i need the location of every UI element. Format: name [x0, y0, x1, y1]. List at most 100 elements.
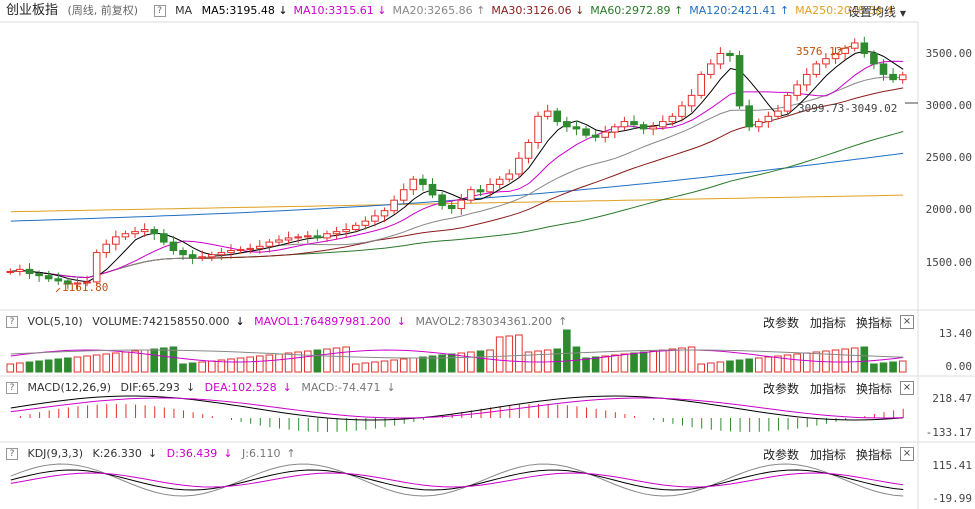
volume-bar [371, 361, 379, 373]
candle [35, 273, 43, 277]
volume-bar [428, 355, 437, 373]
volume-bar [217, 359, 226, 373]
candle [380, 210, 389, 217]
switch-indicator-button[interactable]: 换指标 [856, 382, 893, 396]
candle [428, 183, 437, 196]
candle [323, 233, 331, 239]
candle [889, 73, 897, 81]
candle [371, 215, 379, 222]
volume-bar [208, 360, 216, 373]
volume-bar [668, 348, 677, 373]
candle [188, 254, 197, 259]
volume-bar [169, 346, 178, 373]
volume-bar [543, 349, 552, 373]
volume-bar [898, 360, 907, 373]
add-indicator-button[interactable]: 加指标 [810, 316, 847, 330]
candle [812, 63, 821, 75]
help-icon[interactable]: ? [6, 382, 18, 394]
volume-bar [515, 334, 523, 373]
candle [649, 126, 658, 130]
candle [73, 282, 82, 285]
change-params-button[interactable]: 改参数 [763, 382, 800, 396]
volume-bar [131, 350, 139, 373]
candle [524, 142, 533, 159]
candle [706, 63, 715, 75]
y-tick: 3500.00 [925, 47, 972, 60]
period-subtitle: (周线, 前复权) [67, 4, 139, 17]
candle [131, 231, 139, 235]
low-arrow [55, 287, 61, 293]
candle [246, 247, 254, 250]
volume-bar [495, 336, 504, 373]
candle [399, 189, 408, 201]
candle [582, 128, 590, 136]
help-icon[interactable]: ? [6, 316, 18, 328]
settings-ma-button[interactable]: 设置均线 ▼ [848, 3, 906, 20]
low-label: 1161.80 [62, 281, 108, 294]
candle [543, 110, 552, 117]
candle [25, 268, 34, 275]
close-icon[interactable]: × [900, 315, 914, 329]
help-icon[interactable]: ? [6, 448, 18, 460]
volume-bar [505, 335, 514, 373]
candle [735, 55, 744, 107]
help-icon[interactable]: ? [153, 5, 166, 17]
candle [361, 220, 370, 226]
volume-bar [236, 357, 245, 373]
add-indicator-button[interactable]: 加指标 [810, 448, 847, 462]
main-header: 创业板指 (周线, 前复权) ? MA MA5:3195.48 ↓ MA10:33… [0, 0, 920, 22]
volume-bar [476, 350, 485, 373]
kdj-y-tick: -19.99 [932, 492, 972, 505]
macd-value: MACD:-74.471 [301, 381, 381, 394]
candle [601, 131, 610, 138]
volume-bar [793, 353, 801, 373]
volume-bar [601, 355, 610, 373]
ma-legend-item: MA10:3315.61 ↓ [293, 4, 387, 17]
volume-bar [812, 351, 821, 373]
close-icon[interactable]: × [900, 447, 914, 461]
ma120-line [10, 152, 904, 222]
volume-bar [563, 329, 571, 373]
ma-legend-item: MA30:3126.06 ↓ [491, 4, 585, 17]
candle [275, 239, 283, 243]
change-params-button[interactable]: 改参数 [763, 448, 800, 462]
candle [687, 94, 696, 107]
candle [390, 199, 398, 212]
switch-indicator-button[interactable]: 换指标 [856, 316, 893, 330]
candle [898, 74, 907, 81]
volume-bar [764, 356, 773, 373]
y-tick: 2000.00 [925, 203, 972, 216]
candle [860, 42, 869, 54]
candle [121, 233, 130, 238]
volume-bar [620, 353, 629, 373]
candle [850, 42, 859, 49]
volume-bar [726, 360, 734, 373]
volume-bar [831, 349, 840, 373]
high-label: 3576.12 [796, 45, 842, 58]
candle [265, 241, 274, 247]
volume-bar [294, 351, 302, 373]
k-value: K:26.330 [92, 447, 142, 460]
candle [754, 121, 763, 128]
volume-bar [255, 355, 264, 373]
high-arrow [837, 45, 853, 51]
add-indicator-button[interactable]: 加指标 [810, 382, 847, 396]
candle [678, 105, 686, 117]
volume-bar [735, 359, 744, 373]
close-icon[interactable]: × [900, 381, 914, 395]
volume-bar [754, 357, 763, 373]
candle [409, 178, 418, 191]
volume-bar [227, 358, 235, 373]
switch-indicator-button[interactable]: 换指标 [856, 448, 893, 462]
candle [659, 121, 667, 128]
candle [783, 94, 792, 112]
candle [255, 245, 264, 249]
candle [64, 280, 72, 285]
macd-y-tick: -133.17 [925, 426, 972, 439]
volume-bar [745, 358, 753, 373]
candle [697, 73, 705, 96]
volume-bar [275, 353, 283, 373]
volume-bar [591, 356, 600, 373]
change-params-button[interactable]: 改参数 [763, 316, 800, 330]
